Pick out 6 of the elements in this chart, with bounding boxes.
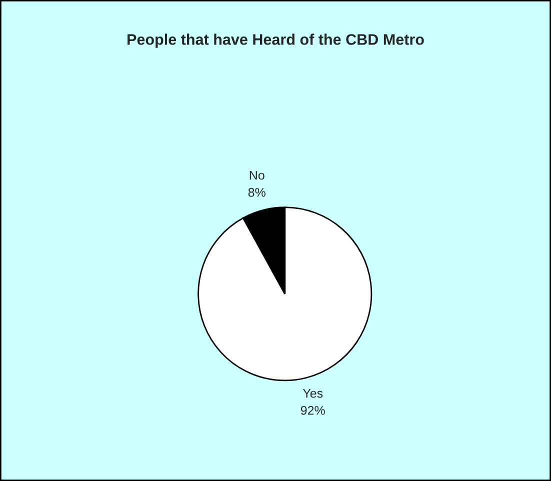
data-label: 92% xyxy=(300,406,325,415)
pie-slice xyxy=(198,206,372,382)
chart-title: People that have Heard of the CBD Metro xyxy=(128,34,424,48)
data-label: 8% xyxy=(248,188,266,197)
slice-label: No xyxy=(250,170,264,180)
slice-label: Yes xyxy=(302,389,323,398)
